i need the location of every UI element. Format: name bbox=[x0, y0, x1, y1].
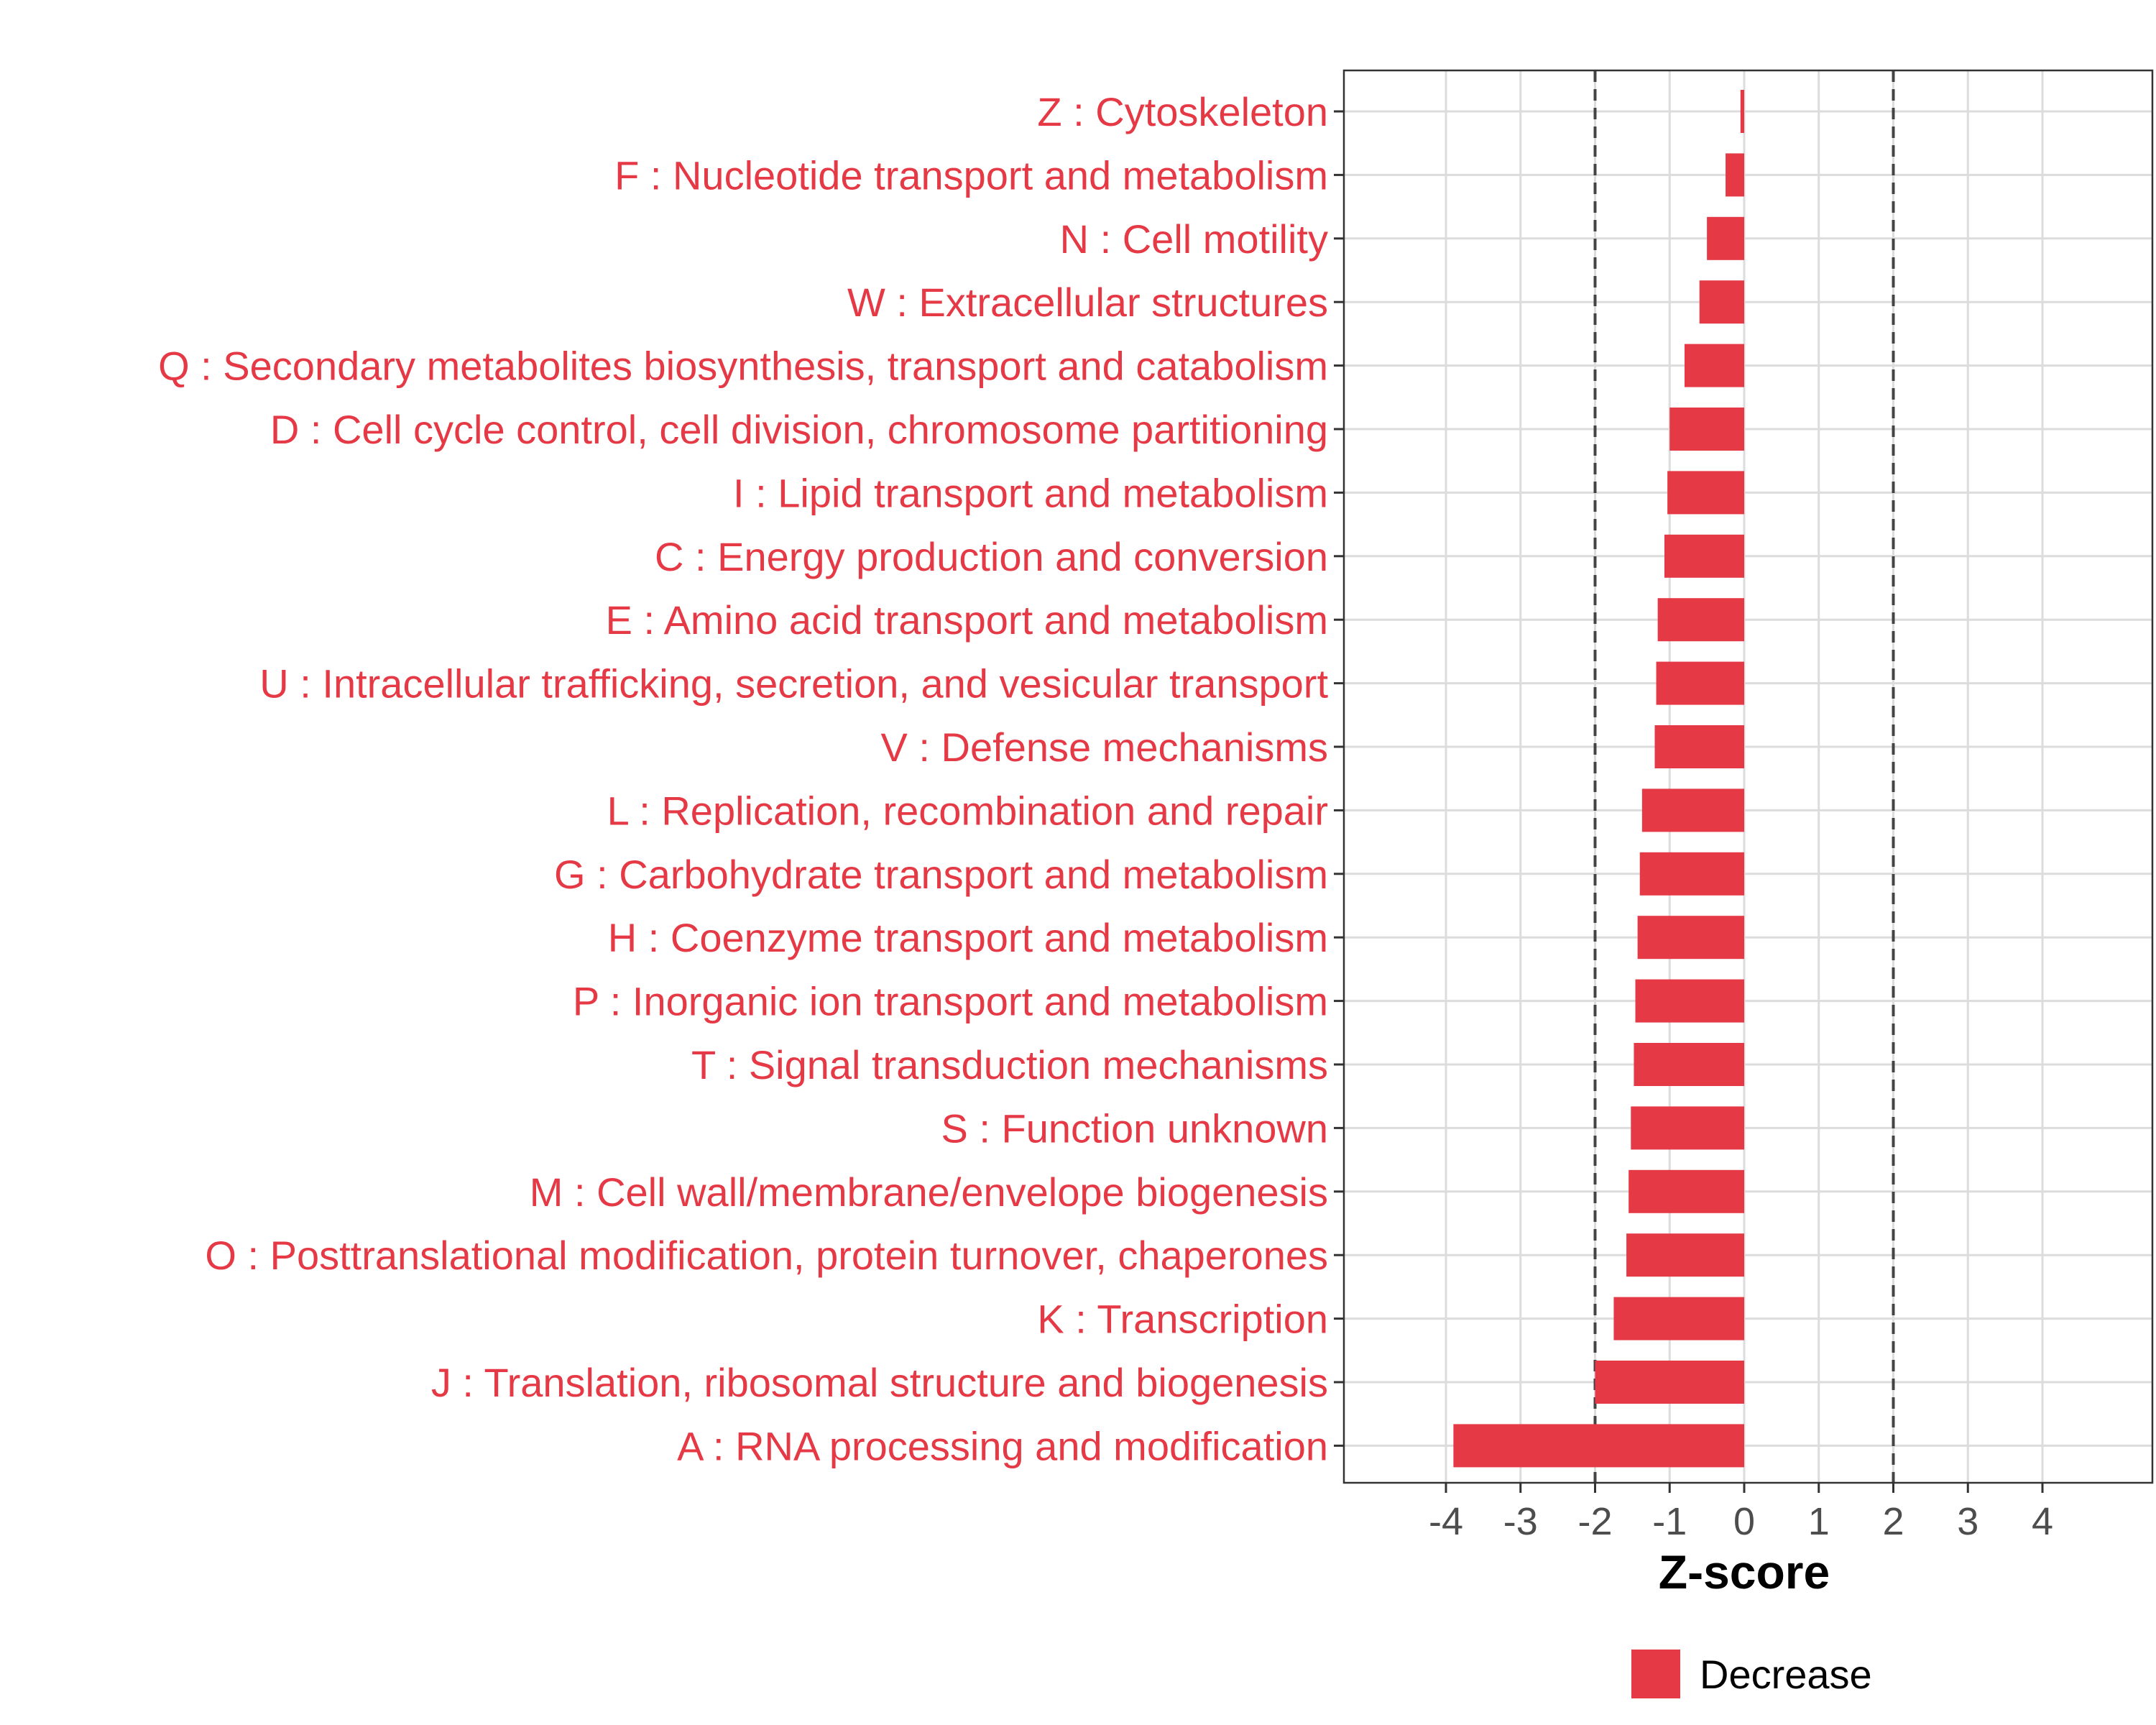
category-label-e: E : Amino acid transport and metabolism bbox=[606, 597, 1328, 643]
category-label-q: Q : Secondary metabolites biosynthesis, … bbox=[158, 344, 1328, 389]
category-label-m: M : Cell wall/membrane/envelope biogenes… bbox=[530, 1169, 1328, 1215]
category-label-o: O : Posttranslational modification, prot… bbox=[205, 1233, 1328, 1278]
x-tick-label: 1 bbox=[1808, 1500, 1830, 1543]
bar-e bbox=[1657, 598, 1744, 642]
category-label-v: V : Defense mechanisms bbox=[881, 724, 1328, 770]
category-label-h: H : Coenzyme transport and metabolism bbox=[608, 915, 1328, 960]
category-label-a: A : RNA processing and modification bbox=[677, 1423, 1328, 1468]
category-label-n: N : Cell motility bbox=[1060, 216, 1328, 262]
bar-g bbox=[1639, 852, 1744, 896]
x-tick-label: 4 bbox=[2032, 1500, 2053, 1543]
category-labels: Z : Cytoskeleton F : Nucleotide transport… bbox=[158, 89, 1328, 1468]
x-tick-label: -1 bbox=[1652, 1500, 1687, 1543]
category-label-t: T : Signal transduction mechanisms bbox=[691, 1042, 1328, 1087]
bars bbox=[1453, 90, 1744, 1468]
category-label-g: G : Carbohydrate transport and metabolis… bbox=[554, 852, 1328, 897]
bar-o bbox=[1626, 1233, 1744, 1277]
reference-lines bbox=[1593, 70, 1895, 1483]
category-label-c: C : Energy production and conversion bbox=[655, 534, 1328, 579]
legend-swatch-decrease bbox=[1631, 1650, 1680, 1698]
bar-t bbox=[1634, 1043, 1744, 1086]
bar-k bbox=[1613, 1297, 1744, 1340]
category-label-j: J : Translation, ribosomal structure and… bbox=[431, 1360, 1328, 1405]
x-tick-label: 3 bbox=[1957, 1500, 1978, 1543]
bar-n bbox=[1707, 216, 1744, 260]
bar-m bbox=[1628, 1169, 1744, 1213]
bar-w bbox=[1699, 280, 1744, 324]
x-tick-label: -4 bbox=[1429, 1500, 1463, 1543]
category-label-u: U : Intracellular trafficking, secretion… bbox=[259, 661, 1328, 707]
bar-l bbox=[1641, 788, 1744, 832]
bar-c bbox=[1664, 534, 1744, 578]
bar-f bbox=[1726, 153, 1744, 197]
legend-label-decrease: Decrease bbox=[1700, 1652, 1872, 1697]
bar-z bbox=[1740, 90, 1744, 133]
x-axis-title: Z-score bbox=[1659, 1545, 1830, 1598]
bar-p bbox=[1635, 979, 1744, 1023]
x-tick-label: -3 bbox=[1503, 1500, 1538, 1543]
bar-q bbox=[1685, 344, 1744, 387]
x-axis-ticks: -4 -3 -2 -1 0 1 2 3 4 bbox=[1429, 1483, 2053, 1543]
category-label-z: Z : Cytoskeleton bbox=[1037, 89, 1328, 134]
x-tick-label: 0 bbox=[1733, 1500, 1755, 1543]
bar-d bbox=[1669, 408, 1744, 451]
grid-lines bbox=[1344, 70, 2152, 1483]
category-label-l: L : Replication, recombination and repai… bbox=[607, 788, 1328, 833]
bar-a bbox=[1453, 1424, 1744, 1468]
bar-u bbox=[1656, 661, 1744, 705]
x-tick-label: 2 bbox=[1882, 1500, 1904, 1543]
bar-j bbox=[1595, 1361, 1744, 1404]
category-label-w: W : Extracellular structures bbox=[847, 280, 1328, 325]
category-label-k: K : Transcription bbox=[1037, 1297, 1328, 1342]
category-label-s: S : Function unknown bbox=[941, 1105, 1328, 1151]
panel-border bbox=[1342, 69, 2154, 1484]
legend: Decrease bbox=[1631, 1650, 1872, 1698]
category-label-i: I : Lipid transport and metabolism bbox=[733, 470, 1328, 515]
y-axis-ticks bbox=[1334, 110, 1344, 1447]
panel-background bbox=[1344, 70, 2152, 1483]
bar-s bbox=[1631, 1106, 1744, 1150]
category-label-p: P : Inorganic ion transport and metaboli… bbox=[573, 979, 1328, 1024]
category-label-d: D : Cell cycle control, cell division, c… bbox=[270, 407, 1328, 452]
category-label-f: F : Nucleotide transport and metabolism bbox=[614, 152, 1328, 198]
bar-i bbox=[1667, 471, 1744, 515]
x-tick-label: -2 bbox=[1577, 1500, 1612, 1543]
bar-v bbox=[1654, 725, 1744, 768]
bar-h bbox=[1637, 916, 1744, 960]
